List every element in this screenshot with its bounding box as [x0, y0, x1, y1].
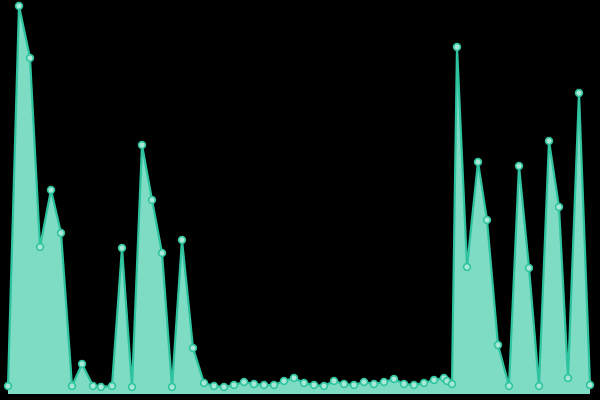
data-point-marker[interactable] [447, 379, 457, 389]
data-point-marker[interactable] [309, 380, 319, 390]
data-point-marker[interactable] [96, 382, 106, 392]
data-point-marker[interactable] [279, 376, 289, 386]
data-point-marker[interactable] [269, 380, 279, 390]
data-point-marker[interactable] [482, 215, 492, 225]
data-point-marker[interactable] [585, 380, 595, 390]
data-point-marker[interactable] [157, 248, 167, 258]
data-point-marker[interactable] [504, 381, 514, 391]
data-point-marker[interactable] [452, 42, 462, 52]
data-point-marker[interactable] [289, 373, 299, 383]
data-point-marker[interactable] [229, 380, 239, 390]
data-point-marker[interactable] [107, 381, 117, 391]
data-point-markers [3, 1, 595, 392]
data-point-marker[interactable] [473, 157, 483, 167]
data-point-marker[interactable] [369, 379, 379, 389]
data-point-marker[interactable] [419, 378, 429, 388]
data-point-marker[interactable] [329, 376, 339, 386]
data-point-marker[interactable] [147, 195, 157, 205]
data-point-marker[interactable] [534, 381, 544, 391]
data-point-marker[interactable] [177, 235, 187, 245]
data-point-marker[interactable] [219, 382, 229, 392]
data-point-marker[interactable] [35, 242, 45, 252]
data-point-marker[interactable] [67, 381, 77, 391]
data-point-marker[interactable] [249, 379, 259, 389]
data-point-marker[interactable] [25, 53, 35, 63]
data-point-marker[interactable] [239, 377, 249, 387]
data-point-marker[interactable] [349, 380, 359, 390]
data-point-marker[interactable] [319, 381, 329, 391]
data-point-marker[interactable] [56, 228, 66, 238]
data-point-marker[interactable] [429, 375, 439, 385]
data-point-marker[interactable] [117, 243, 127, 253]
data-point-marker[interactable] [379, 377, 389, 387]
data-point-marker[interactable] [14, 1, 24, 11]
data-point-marker[interactable] [339, 379, 349, 389]
data-point-marker[interactable] [409, 380, 419, 390]
data-point-marker[interactable] [3, 381, 13, 391]
data-point-marker[interactable] [554, 202, 564, 212]
data-point-marker[interactable] [209, 381, 219, 391]
data-point-marker[interactable] [88, 381, 98, 391]
data-point-marker[interactable] [514, 161, 524, 171]
data-point-marker[interactable] [299, 378, 309, 388]
data-point-marker[interactable] [574, 88, 584, 98]
data-point-marker[interactable] [137, 140, 147, 150]
data-point-marker[interactable] [399, 379, 409, 389]
data-point-marker[interactable] [199, 378, 209, 388]
data-point-marker[interactable] [389, 374, 399, 384]
area-fill [8, 6, 590, 394]
data-point-marker[interactable] [563, 373, 573, 383]
data-point-marker[interactable] [259, 380, 269, 390]
data-point-marker[interactable] [167, 382, 177, 392]
data-point-marker[interactable] [46, 185, 56, 195]
data-point-marker[interactable] [524, 263, 534, 273]
data-point-marker[interactable] [462, 262, 472, 272]
data-point-marker[interactable] [359, 377, 369, 387]
data-point-marker[interactable] [188, 343, 198, 353]
data-point-marker[interactable] [544, 136, 554, 146]
data-point-marker[interactable] [127, 382, 137, 392]
data-point-marker[interactable] [493, 340, 503, 350]
data-point-marker[interactable] [77, 359, 87, 369]
